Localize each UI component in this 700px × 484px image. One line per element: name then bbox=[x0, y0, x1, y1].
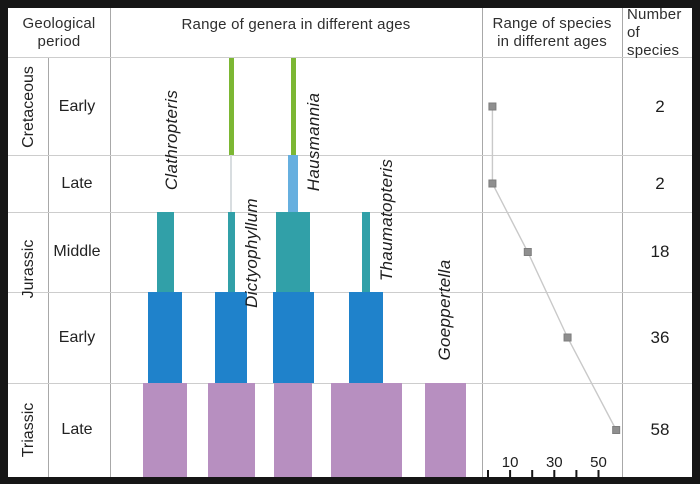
clathropteris-bar-jurassic_early bbox=[148, 292, 182, 383]
period-label-jurassic: Jurassic bbox=[20, 239, 37, 299]
species-count-jurassic_early: 36 bbox=[650, 327, 670, 347]
age-label-jurassic_middle: Middle bbox=[53, 243, 101, 260]
hausmannia-bar-cretaceous_early bbox=[290, 58, 296, 155]
divider-age-genera bbox=[110, 8, 111, 477]
species-count-triassic_late: 58 bbox=[650, 420, 670, 439]
hausmannia-bar-triassic_late bbox=[274, 383, 312, 477]
genus-label-goeppertella: Goeppertella bbox=[435, 259, 454, 361]
period-label-cretaceous: Cretaceous bbox=[20, 65, 37, 148]
hausmannia-bar-jurassic_middle bbox=[276, 212, 310, 292]
header-number-of-species: Number of species bbox=[627, 6, 682, 59]
x-axis-label-30: 30 bbox=[545, 454, 563, 471]
period-label-triassic: Triassic bbox=[20, 402, 37, 458]
clathropteris-bar-triassic_late bbox=[143, 383, 187, 477]
thaumatopteris-bar-jurassic_middle bbox=[362, 212, 370, 292]
row-line-1 bbox=[8, 155, 692, 156]
divider-species-number bbox=[622, 8, 623, 477]
goeppertella-bar-triassic_late bbox=[424, 383, 466, 477]
header-underline bbox=[8, 57, 692, 58]
dictyophyllum-bar-cretaceous_early bbox=[228, 58, 234, 155]
divider-genera-species bbox=[482, 8, 483, 477]
header-geological-period: Geological period bbox=[22, 15, 96, 50]
dictyophyllum-bar-jurassic_middle bbox=[227, 212, 235, 292]
genus-label-dictyophyllum: Dictyophyllum bbox=[242, 198, 261, 308]
dictyophyllum-bar-jurassic_late bbox=[230, 155, 232, 212]
species-count-jurassic_middle: 18 bbox=[650, 242, 670, 261]
x-axis-label-50: 50 bbox=[590, 454, 607, 471]
dictyophyllum-bar-triassic_late bbox=[207, 383, 255, 477]
x-axis-label-10: 10 bbox=[501, 454, 519, 471]
thaumatopteris-bar-triassic_late bbox=[330, 383, 402, 477]
hausmannia-bar-jurassic_late bbox=[288, 155, 298, 212]
clathropteris-bar-jurassic_middle bbox=[156, 212, 174, 292]
species-count-cretaceous_early: 2 bbox=[655, 96, 665, 116]
age-label-jurassic_late: Late bbox=[61, 174, 93, 192]
genus-label-thaumatopteris: Thaumatopteris bbox=[377, 158, 396, 282]
age-label-cretaceous_early: Early bbox=[58, 97, 96, 115]
species-count-jurassic_late: 2 bbox=[655, 173, 665, 193]
thaumatopteris-bar-jurassic_early bbox=[349, 292, 383, 383]
header-range-of-genera: Range of genera in different ages bbox=[181, 16, 411, 33]
age-label-jurassic_early: Early bbox=[58, 328, 96, 346]
divider-period-age bbox=[48, 57, 49, 477]
age-label-triassic_late: Late bbox=[61, 421, 93, 438]
dictyophyllum-bar-jurassic_early bbox=[215, 292, 247, 383]
genus-label-hausmannia: Hausmannia bbox=[304, 92, 323, 192]
hausmannia-bar-jurassic_early bbox=[272, 292, 314, 383]
header-range-of-species: Range of species in different ages bbox=[492, 15, 612, 50]
genus-label-clathropteris: Clathropteris bbox=[162, 89, 181, 191]
row-line-2 bbox=[8, 212, 692, 213]
